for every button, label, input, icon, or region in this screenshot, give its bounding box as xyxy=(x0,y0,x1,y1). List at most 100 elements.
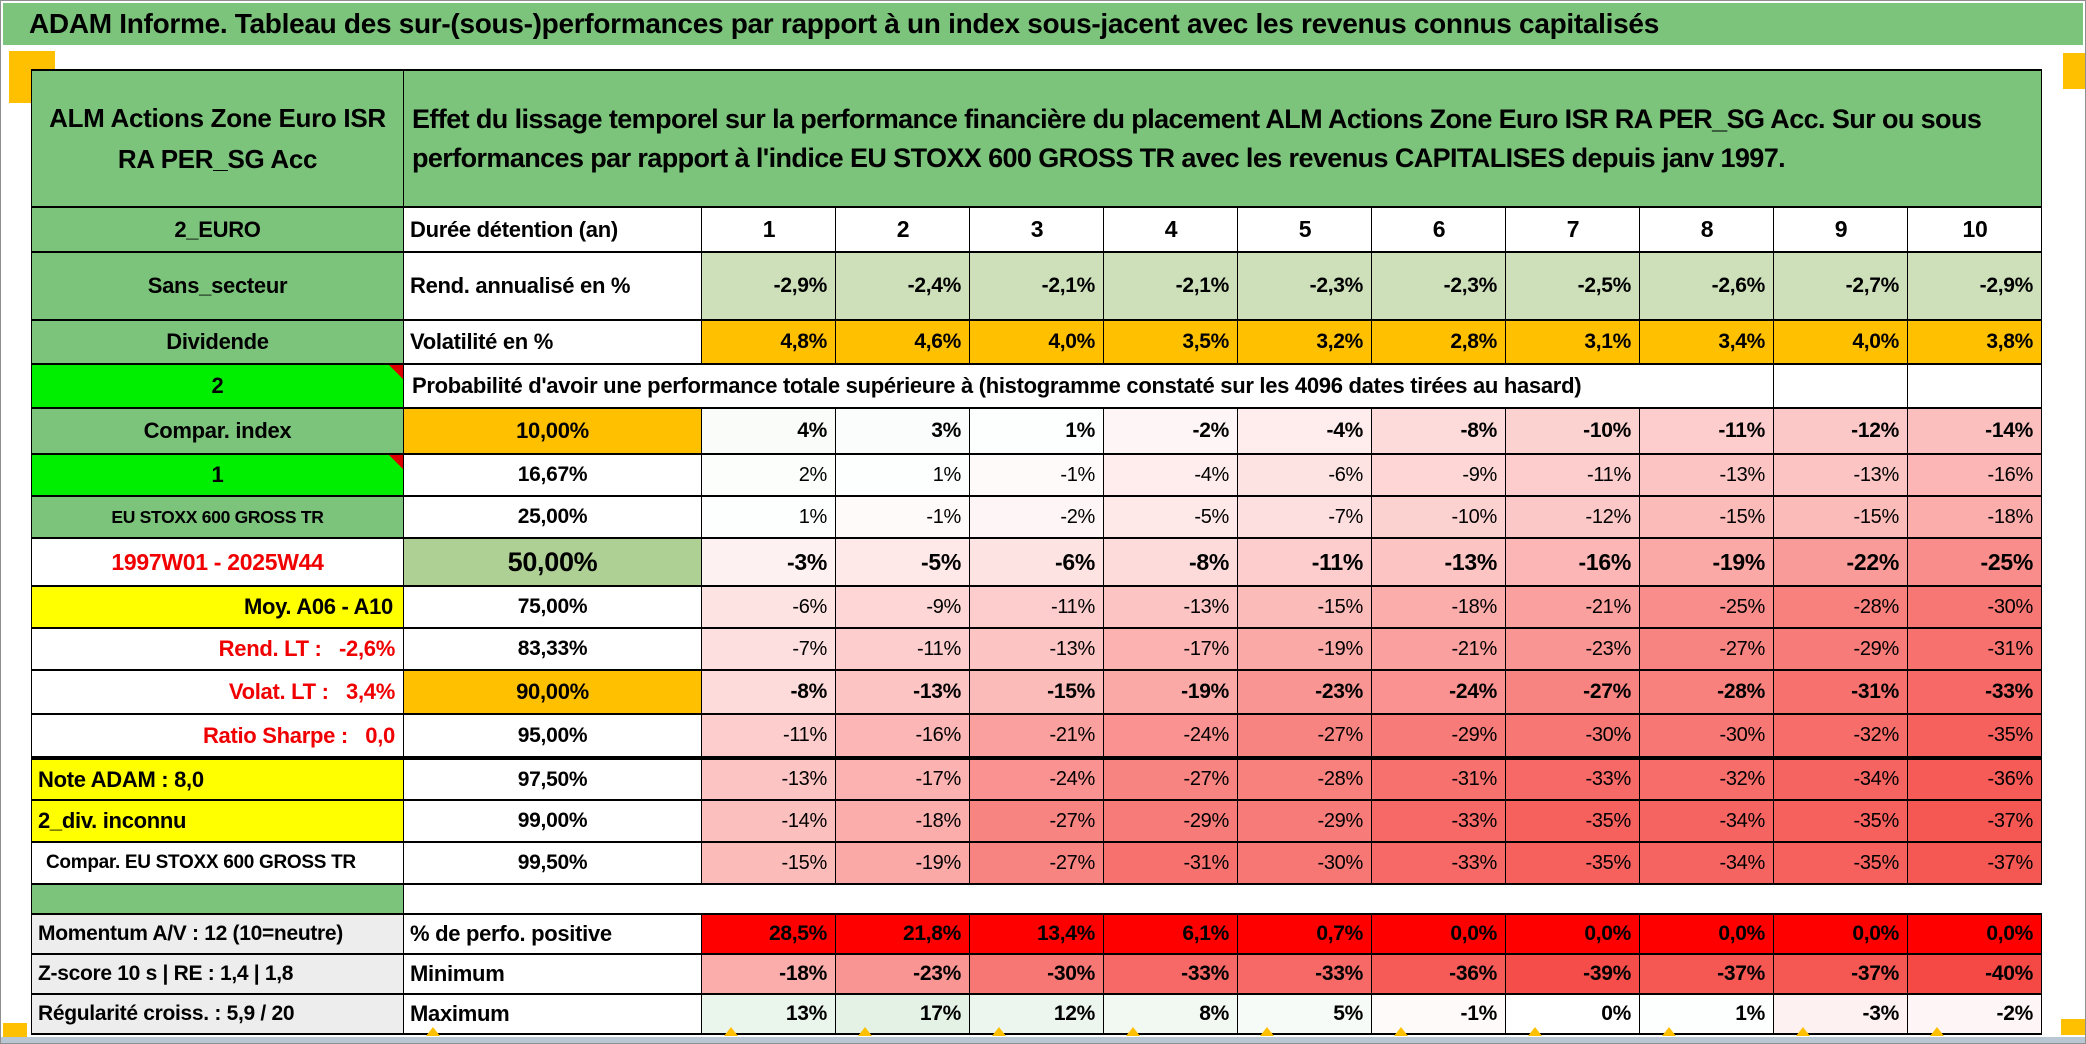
cell-pct-positive-c2[interactable]: 21,8% xyxy=(835,913,970,955)
row-mid-pct-95[interactable]: 95,00% xyxy=(403,713,702,760)
cell-minimum-c6[interactable]: -36% xyxy=(1371,953,1506,995)
cell-pct-50-c9[interactable]: -22% xyxy=(1773,537,1908,587)
cell-pct-75-c8[interactable]: -25% xyxy=(1639,585,1774,629)
row-mid-annual-return[interactable]: Rend. annualisé en % xyxy=(403,251,702,321)
cell-pct-83-c2[interactable]: -11% xyxy=(835,627,970,671)
cell-pct-positive-c3[interactable]: 13,4% xyxy=(969,913,1104,955)
cell-pct-10-c7[interactable]: -10% xyxy=(1505,407,1640,455)
cell-annual-return-c8[interactable]: -2,6% xyxy=(1639,251,1774,321)
cell-pct-97-c7[interactable]: -33% xyxy=(1505,757,1640,801)
cell-pct-positive-c6[interactable]: 0,0% xyxy=(1371,913,1506,955)
cell-pct-positive-c5[interactable]: 0,7% xyxy=(1237,913,1372,955)
cell-pct-99-c6[interactable]: -33% xyxy=(1371,799,1506,843)
cell-minimum-c2[interactable]: -23% xyxy=(835,953,970,995)
cell-pct-50-c3[interactable]: -6% xyxy=(969,537,1104,587)
cell-pct-25-c10[interactable]: -18% xyxy=(1907,495,2042,539)
cell-volatility-c7[interactable]: 3,1% xyxy=(1505,319,1640,365)
cell-pct-97-c6[interactable]: -31% xyxy=(1371,757,1506,801)
cell-pct-10-c10[interactable]: -14% xyxy=(1907,407,2042,455)
cell-annual-return-c3[interactable]: -2,1% xyxy=(969,251,1104,321)
cell-pct-50-c8[interactable]: -19% xyxy=(1639,537,1774,587)
cell-annual-return-c5[interactable]: -2,3% xyxy=(1237,251,1372,321)
row-label-pct-97[interactable]: Note ADAM : 8,0 xyxy=(31,757,404,801)
cell-durations-c5[interactable]: 5 xyxy=(1237,206,1372,253)
cell-minimum-c4[interactable]: -33% xyxy=(1103,953,1238,995)
cell-minimum-c8[interactable]: -37% xyxy=(1639,953,1774,995)
cell-pct-97-c8[interactable]: -32% xyxy=(1639,757,1774,801)
cell-pct-50-c7[interactable]: -16% xyxy=(1505,537,1640,587)
cell-pct-10-c6[interactable]: -8% xyxy=(1371,407,1506,455)
cell-pct-995-c8[interactable]: -34% xyxy=(1639,841,1774,885)
cell-pct-99-c4[interactable]: -29% xyxy=(1103,799,1238,843)
cell-pct-10-c9[interactable]: -12% xyxy=(1773,407,1908,455)
cell-durations-c1[interactable]: 1 xyxy=(701,206,836,253)
cell-pct-995-c9[interactable]: -35% xyxy=(1773,841,1908,885)
probability-caption[interactable]: Probabilité d'avoir une performance tota… xyxy=(403,363,1774,409)
cell-durations-c6[interactable]: 6 xyxy=(1371,206,1506,253)
cell-volatility-c10[interactable]: 3,8% xyxy=(1907,319,2042,365)
cell-pct-16-c5[interactable]: -6% xyxy=(1237,453,1372,497)
fund-name-cell[interactable]: ALM Actions Zone Euro ISR RA PER_SG Acc xyxy=(31,69,404,208)
cell-annual-return-c1[interactable]: -2,9% xyxy=(701,251,836,321)
cell-pct-90-c4[interactable]: -19% xyxy=(1103,669,1238,715)
cell-maximum-c9[interactable]: -3% xyxy=(1773,993,1908,1035)
cell-pct-positive-c10[interactable]: 0,0% xyxy=(1907,913,2042,955)
cell-pct-99-c1[interactable]: -14% xyxy=(701,799,836,843)
cell-pct-995-c2[interactable]: -19% xyxy=(835,841,970,885)
cell-pct-16-c6[interactable]: -9% xyxy=(1371,453,1506,497)
row-label-pct-10[interactable]: Compar. index xyxy=(31,407,404,455)
cell-pct-25-c8[interactable]: -15% xyxy=(1639,495,1774,539)
cell-pct-10-c4[interactable]: -2% xyxy=(1103,407,1238,455)
row-label-pct-95[interactable]: Ratio Sharpe : 0,0 xyxy=(31,713,404,760)
cell-maximum-c8[interactable]: 1% xyxy=(1639,993,1774,1035)
cell-maximum-c5[interactable]: 5% xyxy=(1237,993,1372,1035)
cell-pct-83-c10[interactable]: -31% xyxy=(1907,627,2042,671)
cell-pct-10-c2[interactable]: 3% xyxy=(835,407,970,455)
row-mid-pct-97[interactable]: 97,50% xyxy=(403,757,702,801)
cell-pct-83-c4[interactable]: -17% xyxy=(1103,627,1238,671)
row-label-pct-995[interactable]: Compar. EU STOXX 600 GROSS TR xyxy=(31,841,404,885)
cell-pct-25-c7[interactable]: -12% xyxy=(1505,495,1640,539)
cell-pct-995-c10[interactable]: -37% xyxy=(1907,841,2042,885)
cell-pct-75-c1[interactable]: -6% xyxy=(701,585,836,629)
cell-pct-25-c9[interactable]: -15% xyxy=(1773,495,1908,539)
cell-pct-90-c6[interactable]: -24% xyxy=(1371,669,1506,715)
cell-pct-99-c10[interactable]: -37% xyxy=(1907,799,2042,843)
cell-pct-50-c10[interactable]: -25% xyxy=(1907,537,2042,587)
cell-volatility-c9[interactable]: 4,0% xyxy=(1773,319,1908,365)
cell-pct-positive-c8[interactable]: 0,0% xyxy=(1639,913,1774,955)
cell-pct-90-c7[interactable]: -27% xyxy=(1505,669,1640,715)
cell-volatility-c4[interactable]: 3,5% xyxy=(1103,319,1238,365)
cell-pct-75-c9[interactable]: -28% xyxy=(1773,585,1908,629)
cell-volatility-c3[interactable]: 4,0% xyxy=(969,319,1104,365)
cell-durations-c2[interactable]: 2 xyxy=(835,206,970,253)
cell-pct-97-c9[interactable]: -34% xyxy=(1773,757,1908,801)
row-mid-pct-50[interactable]: 50,00% xyxy=(403,537,702,587)
cell-pct-99-c3[interactable]: -27% xyxy=(969,799,1104,843)
cell-pct-95-c6[interactable]: -29% xyxy=(1371,713,1506,760)
cell-pct-97-c1[interactable]: -13% xyxy=(701,757,836,801)
cell-pct-16-c3[interactable]: -1% xyxy=(969,453,1104,497)
row-mid-maximum[interactable]: Maximum xyxy=(403,993,702,1035)
row-label-pct-90[interactable]: Volat. LT : 3,4% xyxy=(31,669,404,715)
cell-pct-83-c3[interactable]: -13% xyxy=(969,627,1104,671)
cell-pct-25-c4[interactable]: -5% xyxy=(1103,495,1238,539)
cell-volatility-c1[interactable]: 4,8% xyxy=(701,319,836,365)
cell-pct-75-c7[interactable]: -21% xyxy=(1505,585,1640,629)
row-mid-pct-positive[interactable]: % de perfo. positive xyxy=(403,913,702,955)
cell-pct-95-c5[interactable]: -27% xyxy=(1237,713,1372,760)
row-mid-pct-83[interactable]: 83,33% xyxy=(403,627,702,671)
row-label-probability-title[interactable]: 2 xyxy=(31,363,404,409)
row-mid-pct-75[interactable]: 75,00% xyxy=(403,585,702,629)
empty-cell[interactable] xyxy=(1907,363,2042,409)
cell-pct-10-c5[interactable]: -4% xyxy=(1237,407,1372,455)
cell-pct-25-c2[interactable]: -1% xyxy=(835,495,970,539)
cell-durations-c9[interactable]: 9 xyxy=(1773,206,1908,253)
cell-pct-16-c4[interactable]: -4% xyxy=(1103,453,1238,497)
cell-maximum-c6[interactable]: -1% xyxy=(1371,993,1506,1035)
row-label-spacer[interactable] xyxy=(31,883,404,915)
cell-pct-99-c8[interactable]: -34% xyxy=(1639,799,1774,843)
cell-pct-99-c7[interactable]: -35% xyxy=(1505,799,1640,843)
cell-pct-90-c3[interactable]: -15% xyxy=(969,669,1104,715)
cell-pct-16-c9[interactable]: -13% xyxy=(1773,453,1908,497)
